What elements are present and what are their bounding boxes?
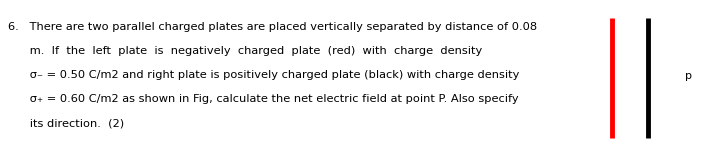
Text: σ₊ = 0.60 C/m2 as shown in Fig, calculate the net electric field at point P. Als: σ₊ = 0.60 C/m2 as shown in Fig, calculat… [8,94,518,104]
Text: m.  If  the  left  plate  is  negatively  charged  plate  (red)  with  charge  d: m. If the left plate is negatively charg… [8,46,482,56]
Text: 6.   There are two parallel charged plates are placed vertically separated by di: 6. There are two parallel charged plates… [8,22,537,32]
Text: σ₋ = 0.50 C/m2 and right plate is positively charged plate (black) with charge d: σ₋ = 0.50 C/m2 and right plate is positi… [8,70,519,80]
Text: its direction.  (2): its direction. (2) [8,118,124,128]
Text: p: p [685,71,692,81]
